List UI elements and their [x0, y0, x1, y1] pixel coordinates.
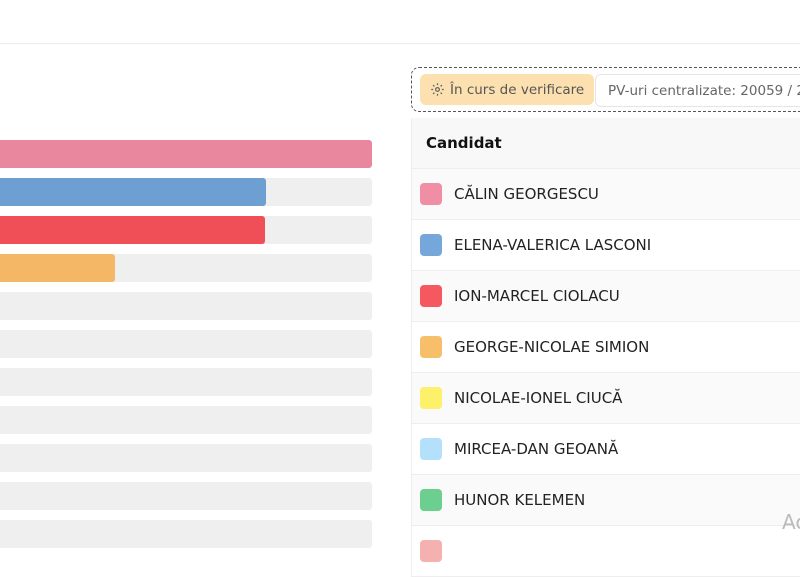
- candidate-name: CĂLIN GEORGESCU: [454, 185, 599, 203]
- result-bar-fill: [0, 140, 372, 168]
- table-row[interactable]: NICOLAE-IONEL CIUCĂ: [412, 373, 800, 424]
- candidate-color-swatch: [420, 489, 442, 511]
- candidate-name: HUNOR KELEMEN: [454, 491, 586, 509]
- result-bar: [0, 254, 372, 282]
- candidate-color-swatch: [420, 285, 442, 307]
- candidate-name: GEORGE-NICOLAE SIMION: [454, 338, 650, 356]
- candidate-name: MIRCEA-DAN GEOANĂ: [454, 440, 619, 458]
- column-header-candidat[interactable]: Candidat: [412, 118, 800, 169]
- result-bar: [0, 406, 372, 434]
- candidate-color-swatch: [420, 183, 442, 205]
- candidate-name: NICOLAE-IONEL CIUCĂ: [454, 389, 623, 407]
- table-row[interactable]: CĂLIN GEORGESCU: [412, 169, 800, 220]
- candidate-name: ION-MARCEL CIOLACU: [454, 287, 620, 305]
- status-badge: În curs de verificare: [420, 74, 595, 105]
- table-row[interactable]: HUNOR KELEMEN: [412, 475, 800, 526]
- table-row[interactable]: ELENA-VALERICA LASCONI: [412, 220, 800, 271]
- candidate-color-swatch: [420, 234, 442, 256]
- result-bar-fill: [0, 254, 116, 282]
- result-bar-fill: [0, 216, 265, 244]
- pv-count: PV-uri centralizate: 20059 / 20: [595, 74, 800, 107]
- table-row[interactable]: ION-MARCEL CIOLACU: [412, 271, 800, 322]
- result-bar: [0, 520, 372, 548]
- candidates-table: Candidat CĂLIN GEORGESCU ELENA-VALERICA L…: [411, 118, 800, 577]
- candidate-color-swatch: [420, 387, 442, 409]
- result-bar: [0, 368, 372, 396]
- result-bar: [0, 140, 372, 168]
- status-label: În curs de verificare: [450, 81, 585, 98]
- result-bar: [0, 292, 372, 320]
- result-bar-fill: [0, 178, 266, 206]
- candidate-color-swatch: [420, 336, 442, 358]
- candidate-name: ELENA-VALERICA LASCONI: [454, 236, 652, 254]
- watermark: Ac: [782, 510, 800, 534]
- status-box: În curs de verificare PV-uri centralizat…: [411, 67, 800, 112]
- result-bar: [0, 444, 372, 472]
- result-bar: [0, 482, 372, 510]
- result-bar: [0, 330, 372, 358]
- result-bar: [0, 178, 372, 206]
- table-row[interactable]: MIRCEA-DAN GEOANĂ: [412, 424, 800, 475]
- gear-icon: [431, 83, 444, 96]
- candidate-color-swatch: [420, 540, 442, 562]
- top-bar: [0, 0, 800, 44]
- candidate-color-swatch: [420, 438, 442, 460]
- result-bar: [0, 216, 372, 244]
- results-bar-chart: [0, 140, 372, 558]
- table-row[interactable]: GEORGE-NICOLAE SIMION: [412, 322, 800, 373]
